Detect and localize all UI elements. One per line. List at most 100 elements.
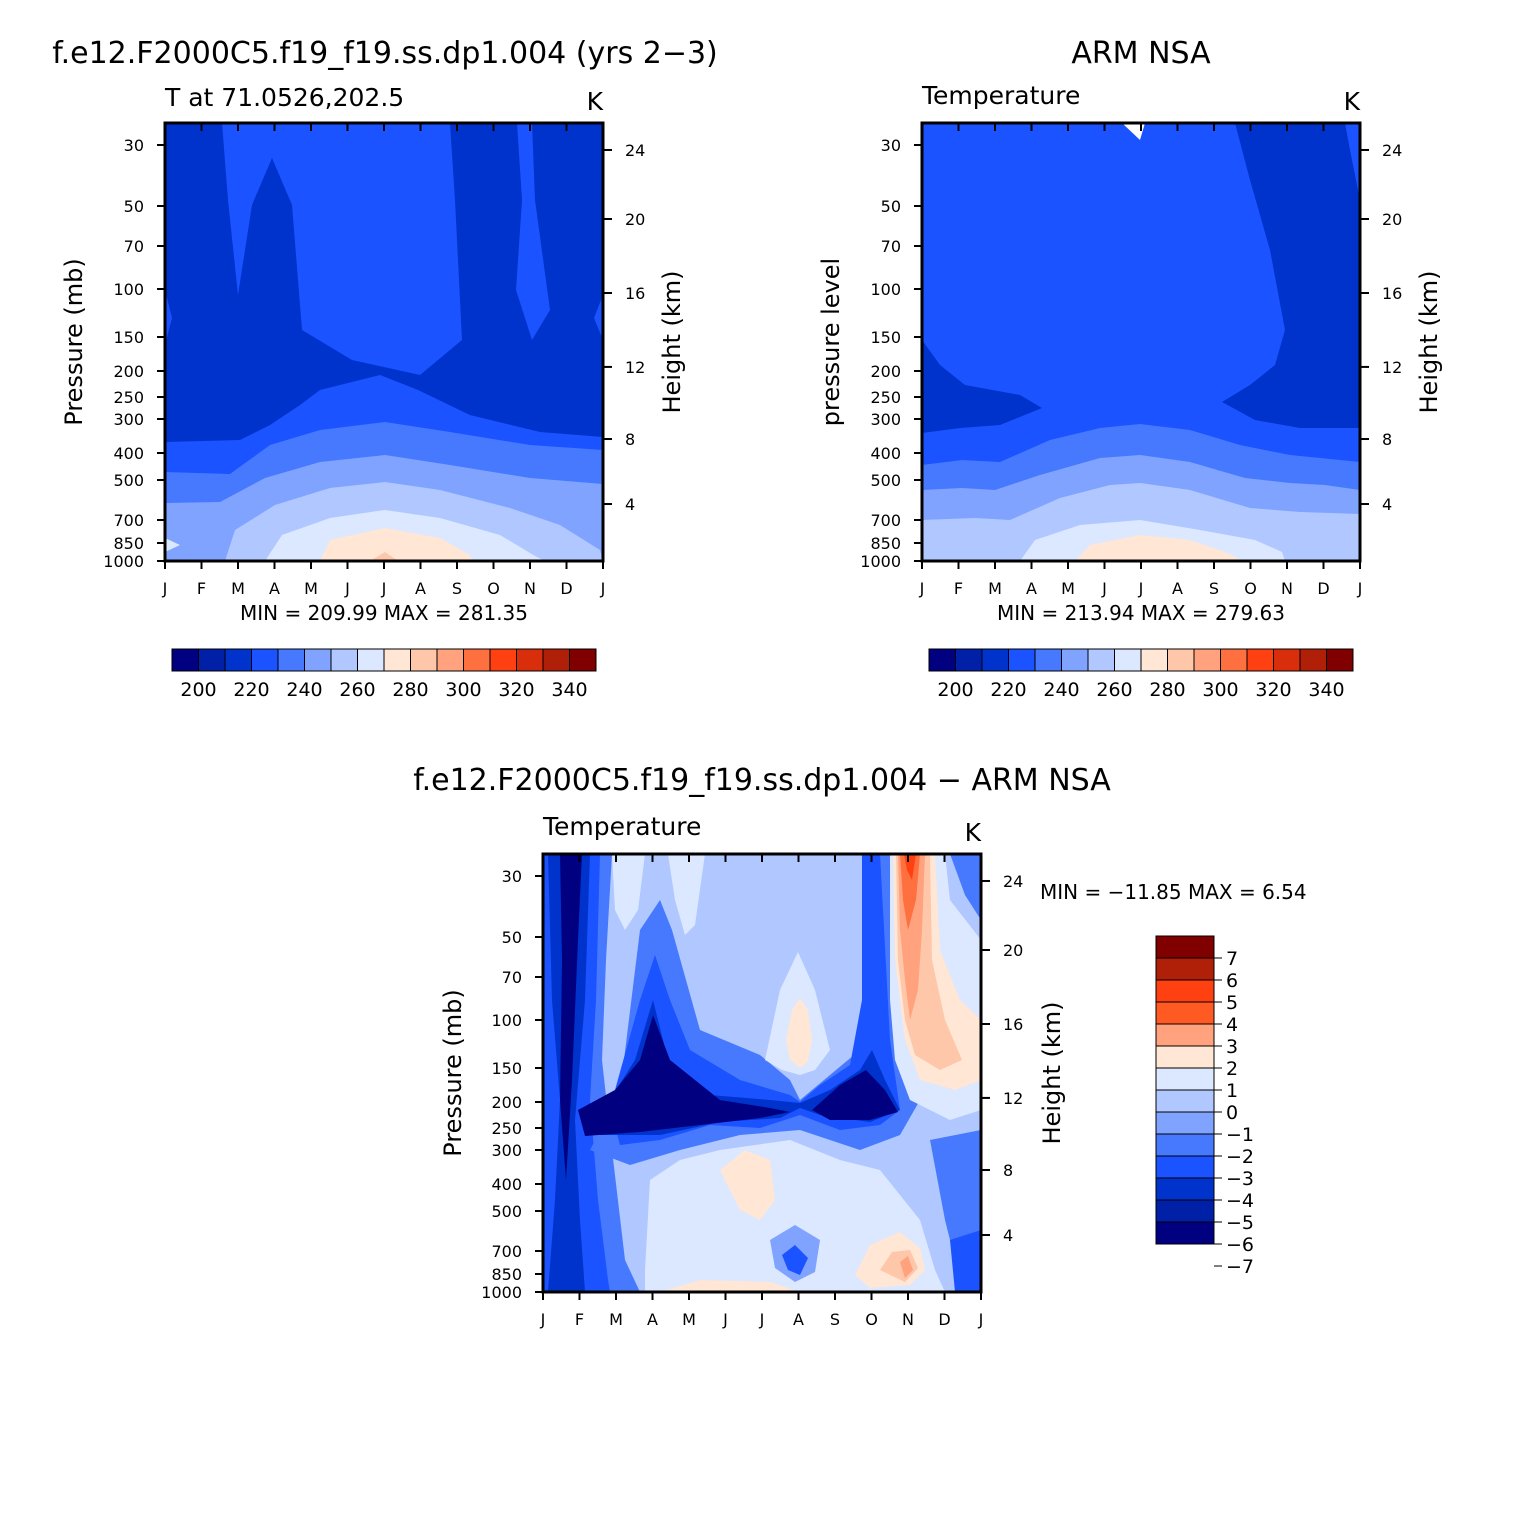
y-right-tick-label: 20	[625, 210, 645, 229]
contour-field	[165, 123, 603, 561]
colorbar-swatch	[981, 648, 1009, 672]
colorbar-swatch	[1155, 1111, 1215, 1135]
x-tick-label: J	[344, 579, 350, 598]
colorbar-swatch	[1246, 648, 1274, 672]
colorbar-swatch	[542, 648, 570, 672]
x-tick-label: O	[487, 579, 500, 598]
y-tick-label: 300	[113, 410, 144, 429]
colorbar-label: 260	[1096, 679, 1132, 701]
colorbar-label: 220	[233, 679, 269, 701]
colorbar-swatch	[1155, 957, 1215, 981]
colorbar-label: 4	[1226, 1014, 1238, 1036]
y-right-tick-label: 24	[625, 141, 645, 160]
y-tick-label: 100	[491, 1011, 522, 1030]
y-tick-label: 1000	[103, 552, 144, 571]
y-right-tick-label: 12	[1003, 1089, 1023, 1108]
colorbar-swatch	[1061, 648, 1089, 672]
x-tick-label: J	[381, 579, 387, 598]
x-tick-label: N	[902, 1310, 914, 1329]
y-right-tick-label: 8	[1382, 430, 1392, 449]
x-tick-label: M	[1061, 579, 1075, 598]
y-right-tick-label: 16	[1382, 284, 1402, 303]
colorbar-swatch	[1326, 648, 1354, 672]
y-tick-label: 300	[491, 1141, 522, 1160]
y-right-axis-label: Height (km)	[1415, 271, 1443, 414]
colorbar-swatch	[224, 648, 252, 672]
colorbar-swatch	[1008, 648, 1036, 672]
colorbar-label: 240	[286, 679, 322, 701]
x-tick-label: J	[162, 579, 168, 598]
y-tick-label: 500	[870, 471, 901, 490]
panel-observations: ARM NSA Temperature K J F M A M J J A S O N D J 30 50 7…	[817, 36, 1443, 701]
colorbar-swatch	[1155, 1221, 1215, 1245]
colorbar-swatch	[463, 648, 491, 672]
y-tick-label: 100	[870, 280, 901, 299]
axes: J F M A M J J A S O N D J 30 50 70 100 150 200 250 300 400 500…	[481, 854, 1023, 1329]
y-right-tick-label: 24	[1382, 141, 1402, 160]
y-tick-label: 50	[502, 928, 522, 947]
colorbar-swatch	[1273, 648, 1301, 672]
min-max-stats: MIN = −11.85 MAX = 6.54	[1040, 880, 1307, 904]
y-tick-label: 70	[502, 968, 522, 987]
y-tick-label: 850	[870, 534, 901, 553]
panel-subtitle: Temperature	[542, 812, 701, 841]
colorbar-swatch	[436, 648, 464, 672]
x-tick-label: D	[560, 579, 572, 598]
colorbar-swatch	[1155, 1001, 1215, 1025]
colorbar-label: −5	[1226, 1212, 1254, 1234]
x-tick-label: A	[269, 579, 280, 598]
y-tick-label: 50	[881, 197, 901, 216]
colorbar: 200 220 240 260 280 300 320 340	[928, 648, 1354, 701]
colorbar-swatch	[277, 648, 305, 672]
colorbar-label: −4	[1226, 1190, 1254, 1212]
colorbar-swatch	[1140, 648, 1168, 672]
colorbar-swatch	[251, 648, 279, 672]
colorbar-label: 200	[937, 679, 973, 701]
units-label: K	[1344, 87, 1361, 116]
y-tick-label: 30	[124, 136, 144, 155]
x-tick-label: S	[1209, 579, 1219, 598]
colorbar-swatch	[198, 648, 226, 672]
y-right-tick-label: 4	[1003, 1226, 1013, 1245]
y-tick-label: 200	[113, 362, 144, 381]
y-tick-label: 30	[502, 867, 522, 886]
contour-field	[543, 854, 981, 1292]
axes: J F M A M J J A S O N D J 30 50 70 100 150 200 250 300 400 500…	[103, 123, 645, 598]
x-tick-label: M	[988, 579, 1002, 598]
y-right-tick-label: 24	[1003, 872, 1023, 891]
colorbar-swatch	[516, 648, 544, 672]
y-right-tick-label: 16	[625, 284, 645, 303]
x-tick-label: N	[1281, 579, 1293, 598]
colorbar-swatch	[1193, 648, 1221, 672]
y-right-tick-label: 12	[1382, 358, 1402, 377]
colorbar-label: 240	[1043, 679, 1079, 701]
colorbar-label: 7	[1226, 948, 1238, 970]
colorbar-swatch	[1034, 648, 1062, 672]
colorbar-swatch	[1155, 1089, 1215, 1113]
y-axis-label: Pressure (mb)	[60, 258, 88, 425]
colorbar-swatch	[1299, 648, 1327, 672]
x-tick-label: S	[830, 1310, 840, 1329]
colorbar-swatch	[330, 648, 358, 672]
x-tick-label: A	[1026, 579, 1037, 598]
colorbar-swatch	[955, 648, 983, 672]
panel-title: f.e12.F2000C5.f19_f19.ss.dp1.004 − ARM N…	[413, 763, 1111, 798]
y-tick-label: 1000	[481, 1283, 522, 1302]
x-tick-label: D	[938, 1310, 950, 1329]
panel-title: ARM NSA	[1071, 36, 1211, 71]
y-right-tick-label: 16	[1003, 1015, 1023, 1034]
colorbar-label: 300	[1202, 679, 1238, 701]
y-tick-label: 700	[491, 1242, 522, 1261]
panel-subtitle: Temperature	[921, 81, 1080, 110]
colorbar-swatch	[410, 648, 438, 672]
colorbar-label: 5	[1226, 992, 1238, 1014]
panel-model: f.e12.F2000C5.f19_f19.ss.dp1.004 (yrs 2−…	[52, 36, 718, 701]
x-tick-label: D	[1317, 579, 1329, 598]
x-tick-label: O	[1244, 579, 1257, 598]
colorbar-label: 340	[1308, 679, 1344, 701]
colorbar-swatch	[928, 648, 956, 672]
y-tick-label: 200	[870, 362, 901, 381]
y-right-axis-label: Height (km)	[1038, 1002, 1066, 1145]
colorbar-swatch	[1155, 979, 1215, 1003]
